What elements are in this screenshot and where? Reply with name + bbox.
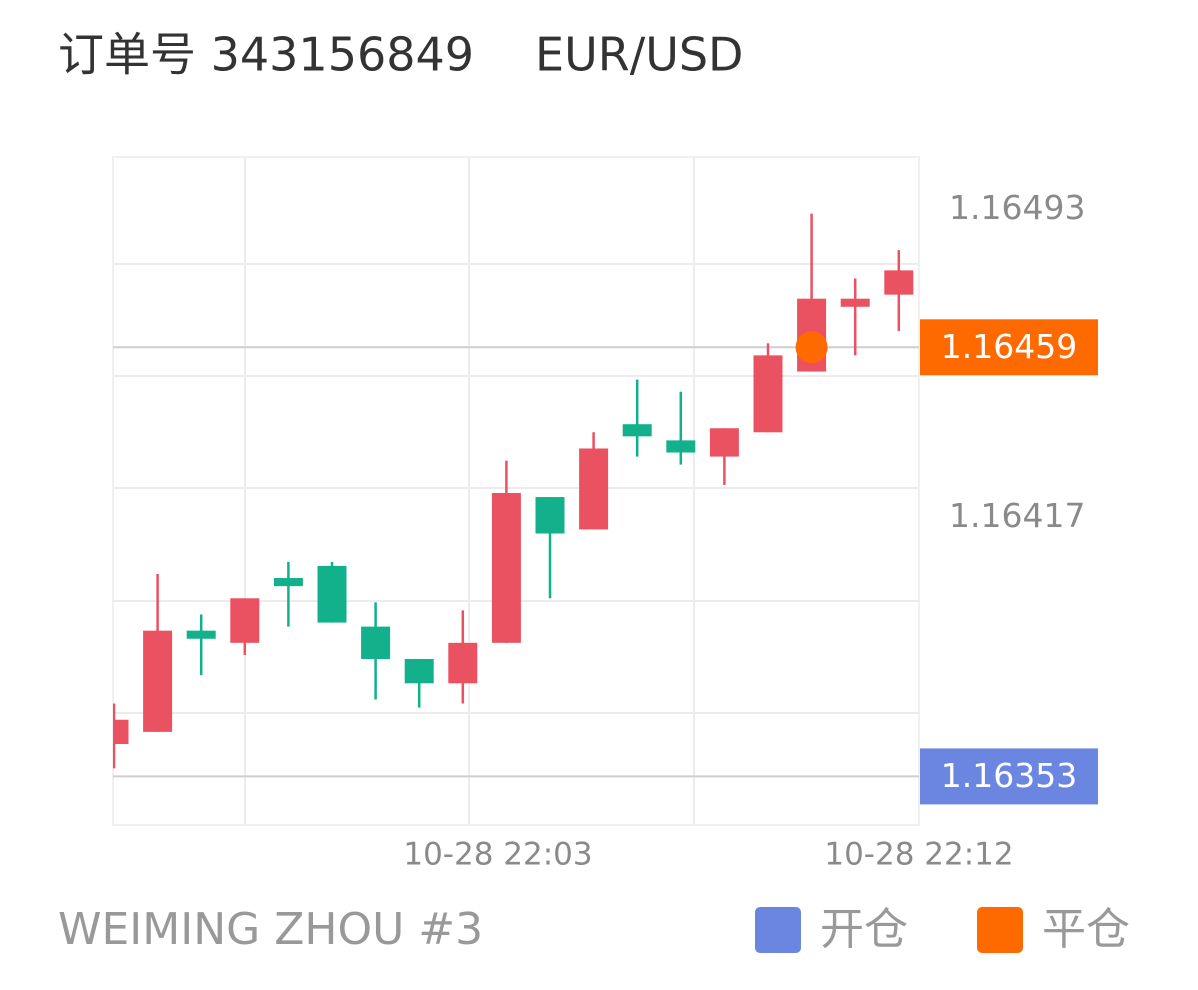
candle-body <box>666 440 696 453</box>
footer: WEIMING ZHOU #3 <box>58 904 483 955</box>
candle-body <box>753 355 783 433</box>
candles <box>113 213 914 769</box>
y-tick-label: 1.16493 <box>949 188 1085 227</box>
candle-body <box>113 719 129 745</box>
y-tick-label: 1.16417 <box>949 496 1085 535</box>
candle-body <box>884 270 914 295</box>
candle-body <box>579 448 609 530</box>
candle-body <box>273 578 303 587</box>
plot-frame <box>112 156 920 826</box>
candle-body <box>535 497 565 534</box>
price-label-box <box>920 319 1098 376</box>
order-number: 订单号 343156849 <box>58 28 474 82</box>
candle-body <box>186 630 216 639</box>
legend-label: 平仓 <box>1042 904 1130 955</box>
candle-body <box>404 659 434 684</box>
legend-label: 开仓 <box>820 904 908 955</box>
candle-body <box>840 298 870 307</box>
candle-body <box>448 642 478 684</box>
candle-body <box>361 626 391 660</box>
candle-body <box>317 565 347 623</box>
legend-swatch <box>755 907 801 953</box>
candle-body <box>709 428 739 457</box>
x-tick-label: 10-28 22:03 <box>403 837 592 873</box>
symbol: EUR/USD <box>535 28 743 82</box>
legend-swatch <box>977 907 1023 953</box>
close-point <box>795 331 828 364</box>
grid <box>112 156 920 826</box>
candle-body <box>143 630 173 732</box>
candle-body <box>491 493 521 643</box>
candle-body <box>230 598 260 643</box>
candle-body <box>622 424 652 437</box>
price-label-box <box>920 748 1098 805</box>
price-label: 1.16459 <box>941 327 1077 366</box>
price-label: 1.16353 <box>941 756 1077 795</box>
x-tick-label: 10-28 22:12 <box>824 837 1013 873</box>
